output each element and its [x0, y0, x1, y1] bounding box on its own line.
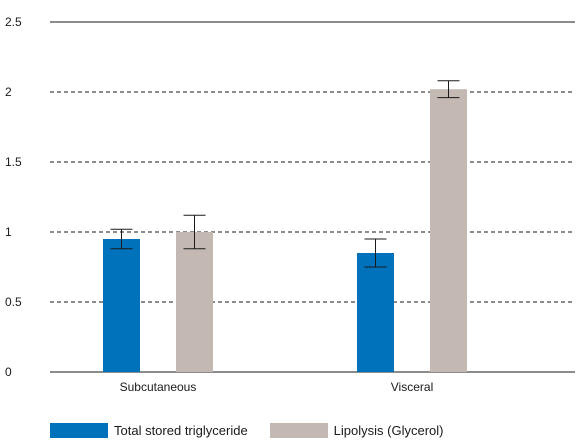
error-bars — [110, 80, 460, 268]
y-tick-label: 0 — [5, 365, 12, 379]
y-tick-label: 0.5 — [5, 295, 22, 309]
legend-item-lipolysis: Lipolysis (Glycerol) — [269, 423, 444, 438]
x-tick-label: Visceral — [391, 380, 433, 394]
legend-item-triglyceride: Total stored triglyceride — [50, 423, 248, 438]
bar — [103, 239, 140, 372]
x-axis-ticks: Subcutaneous Visceral — [120, 380, 434, 394]
bar — [430, 89, 467, 372]
y-tick-label: 1 — [5, 225, 12, 239]
y-tick-label: 2.5 — [5, 15, 22, 29]
legend-label-triglyceride: Total stored triglyceride — [114, 423, 248, 438]
y-axis-ticks: 0 0.5 1 1.5 2 2.5 — [5, 15, 22, 379]
bars — [103, 89, 467, 372]
legend-swatch-lipolysis — [269, 423, 328, 438]
x-tick-label: Subcutaneous — [120, 380, 197, 394]
y-tick-label: 1.5 — [5, 155, 22, 169]
legend-swatch-triglyceride — [50, 423, 108, 438]
bar — [176, 232, 213, 372]
legend-label-lipolysis: Lipolysis (Glycerol) — [333, 423, 444, 438]
y-tick-label: 2 — [5, 85, 12, 99]
legend: Total stored triglyceride Lipolysis (Gly… — [50, 423, 465, 438]
bar — [357, 253, 394, 372]
